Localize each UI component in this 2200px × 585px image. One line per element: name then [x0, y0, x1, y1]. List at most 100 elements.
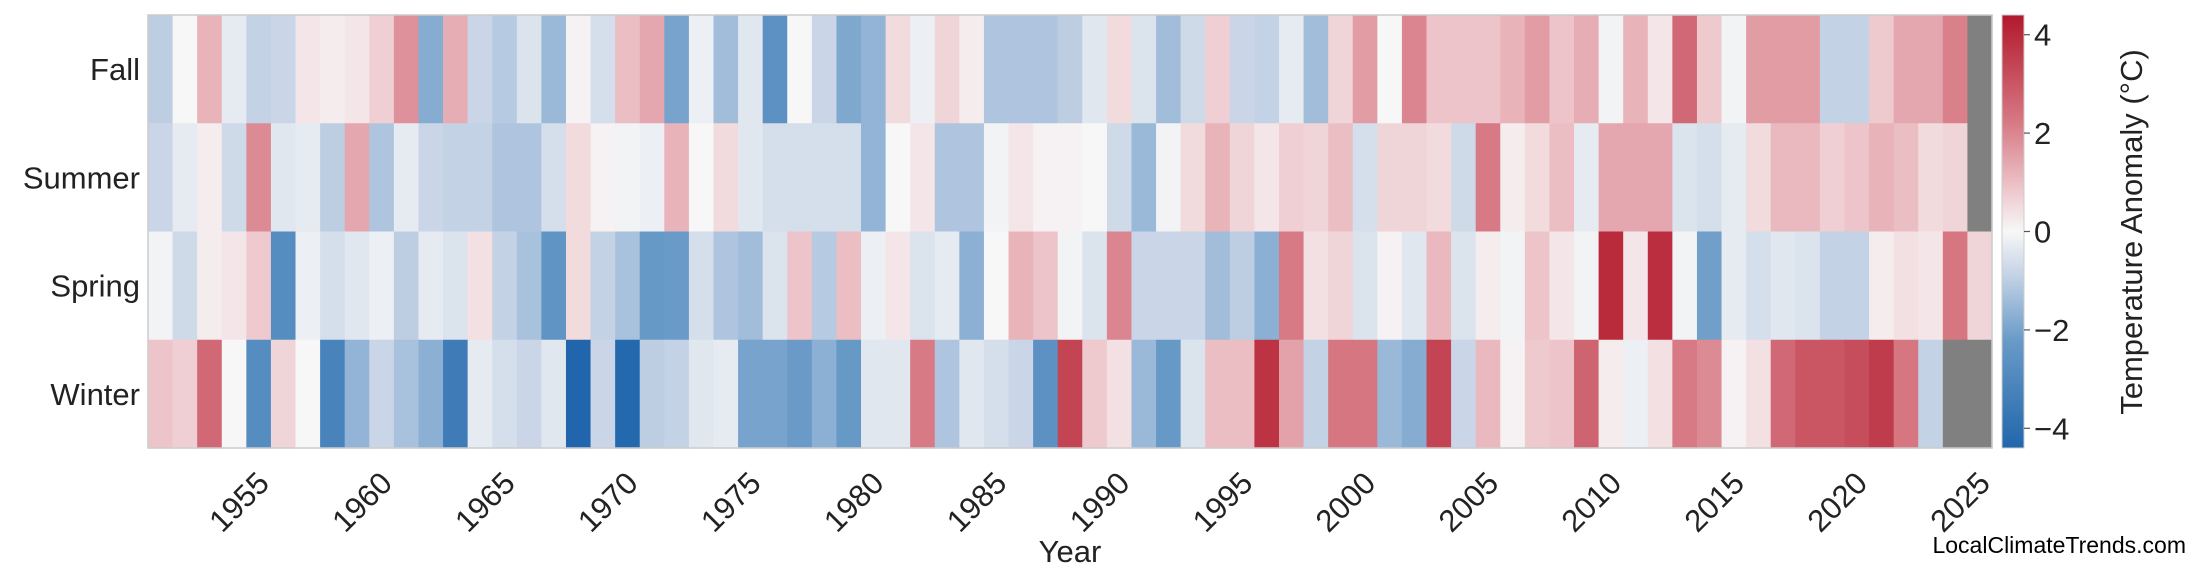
row-label-spring: Spring: [50, 269, 140, 304]
cell-winter-1990: [1106, 339, 1133, 449]
cell-summer-1987: [1033, 123, 1059, 233]
cell-summer-2007: [1524, 123, 1551, 233]
cell-spring-2022: [1893, 231, 1919, 341]
cell-summer-1963: [443, 123, 469, 233]
cell-summer-2008: [1549, 123, 1575, 233]
cell-summer-2022: [1893, 123, 1919, 233]
cell-summer-2001: [1377, 123, 1403, 233]
cell-winter-1987: [1033, 339, 1059, 449]
cell-winter-2005: [1475, 339, 1501, 449]
cell-summer-1970: [615, 123, 641, 233]
x-tick-1955: 1955: [202, 465, 276, 539]
cell-winter-1972: [664, 339, 690, 449]
cell-winter-1957: [295, 339, 321, 449]
cell-winter-1955: [246, 339, 272, 449]
cell-fall-1972: [664, 15, 690, 124]
cell-winter-2022: [1893, 339, 1919, 449]
cell-summer-1976: [762, 123, 788, 233]
cell-spring-1982: [910, 231, 936, 341]
cell-summer-1999: [1328, 123, 1354, 233]
cell-spring-2019: [1819, 231, 1846, 341]
cell-winter-2018: [1795, 339, 1821, 449]
cell-winter-1971: [639, 339, 665, 449]
cell-summer-1984: [959, 123, 985, 233]
cell-spring-2015: [1721, 231, 1747, 341]
cell-winter-2023: [1918, 339, 1944, 449]
cell-summer-2005: [1475, 123, 1501, 233]
cell-summer-1955: [246, 123, 272, 233]
cell-fall-2020: [1844, 15, 1870, 124]
cell-spring-1969: [590, 231, 616, 341]
cell-spring-1994: [1205, 231, 1231, 341]
cell-spring-1990: [1106, 231, 1133, 341]
cell-fall-2010: [1598, 15, 1624, 124]
cell-fall-2004: [1451, 15, 1477, 124]
cell-summer-1982: [910, 123, 936, 233]
cell-spring-1951: [148, 231, 174, 341]
cell-spring-1989: [1082, 231, 1108, 341]
cell-fall-1993: [1180, 15, 1206, 124]
cell-summer-1962: [418, 123, 444, 233]
cell-spring-1960: [369, 231, 395, 341]
cell-winter-2006: [1500, 339, 1526, 449]
cell-winter-2024: [1942, 339, 1969, 449]
cell-summer-2011: [1623, 123, 1649, 233]
cell-fall-2015: [1721, 15, 1747, 124]
cell-spring-1974: [713, 231, 739, 341]
cell-summer-1983: [934, 123, 960, 233]
cell-summer-1960: [369, 123, 395, 233]
cell-winter-1982: [910, 339, 936, 449]
cell-winter-1951: [148, 339, 174, 449]
cell-spring-1981: [885, 231, 911, 341]
cell-fall-1963: [443, 15, 469, 124]
cell-winter-2016: [1746, 339, 1772, 449]
x-tick-1990: 1990: [1063, 465, 1137, 539]
cell-winter-2019: [1819, 339, 1846, 449]
colorbar-tick-label: −2: [2034, 313, 2069, 348]
cell-spring-2002: [1401, 231, 1428, 341]
cell-fall-1968: [565, 15, 592, 124]
cell-fall-1975: [738, 15, 764, 124]
cell-winter-2015: [1721, 339, 1747, 449]
cell-summer-2006: [1500, 123, 1526, 233]
cell-winter-1983: [934, 339, 960, 449]
cell-winter-1976: [762, 339, 788, 449]
cell-summer-2012: [1647, 123, 1673, 233]
cell-winter-1963: [443, 339, 469, 449]
x-tick-2000: 2000: [1309, 465, 1383, 539]
cell-summer-1974: [713, 123, 739, 233]
plot-frame: [147, 14, 1993, 449]
cell-winter-2000: [1352, 339, 1378, 449]
cell-spring-2017: [1770, 231, 1796, 341]
cell-summer-2003: [1426, 123, 1452, 233]
colorbar-tick-label: 2: [2034, 116, 2051, 151]
cell-fall-2017: [1770, 15, 1796, 124]
cell-fall-2000: [1352, 15, 1378, 124]
cell-winter-1986: [1008, 339, 1034, 449]
colorbar: [2001, 14, 2025, 449]
cell-summer-2009: [1574, 123, 1600, 233]
cell-winter-1996: [1254, 339, 1280, 449]
cell-winter-1977: [787, 339, 813, 449]
colorbar-tick-label: 4: [2034, 18, 2051, 53]
cell-winter-2020: [1844, 339, 1870, 449]
cell-winter-2021: [1869, 339, 1895, 449]
cell-winter-1962: [418, 339, 444, 449]
cell-summer-1985: [983, 123, 1010, 233]
cell-spring-2020: [1844, 231, 1870, 341]
cell-fall-2005: [1475, 15, 1501, 124]
cell-spring-1959: [344, 231, 370, 341]
cell-winter-1997: [1278, 339, 1305, 449]
cell-spring-1957: [295, 231, 321, 341]
cell-spring-2018: [1795, 231, 1821, 341]
x-tick-2015: 2015: [1678, 465, 1752, 539]
cell-fall-2001: [1377, 15, 1403, 124]
cell-fall-1982: [910, 15, 936, 124]
cell-spring-2023: [1918, 231, 1944, 341]
cell-winter-1980: [861, 339, 887, 449]
cell-fall-2009: [1574, 15, 1600, 124]
cell-fall-1973: [688, 15, 715, 124]
cell-spring-2003: [1426, 231, 1452, 341]
cell-spring-1980: [861, 231, 887, 341]
cell-fall-1989: [1082, 15, 1108, 124]
